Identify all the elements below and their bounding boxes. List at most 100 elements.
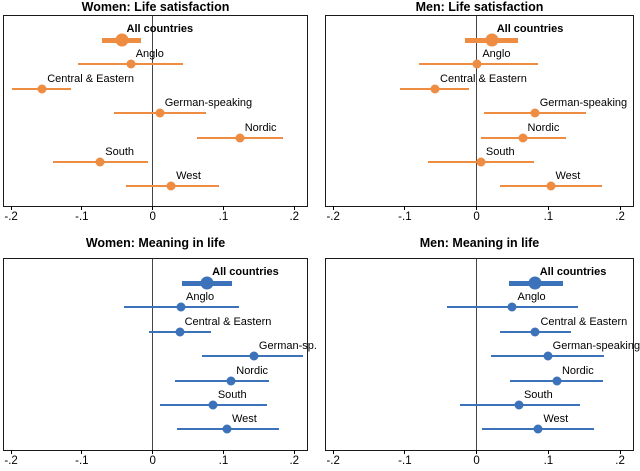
x-axis-tick-label: .1 [543, 455, 554, 467]
x-axis-tick [332, 450, 334, 454]
point-label: West [543, 413, 569, 426]
x-axis-tick [293, 450, 295, 454]
panel-women-meaning-in-life: -.2 -.1 0 .1 .2 All countries Anglo Central & E… [3, 258, 317, 467]
point-label: Central & Eastern [184, 315, 272, 328]
point-estimate-dot [530, 327, 540, 337]
zero-reference-line [151, 259, 154, 450]
x-axis-tick-label: -.2 [326, 211, 340, 223]
point-estimate-dot [430, 84, 440, 94]
point-label: Anglo [135, 48, 164, 61]
x-axis-tick-label: .2 [289, 211, 300, 223]
x-axis-tick [10, 206, 12, 210]
x-axis-tick [222, 206, 224, 210]
x-axis-tick [476, 450, 478, 454]
point-estimate-dot [485, 33, 499, 47]
point-estimate-dot [175, 327, 185, 337]
point-estimate-dot [166, 181, 176, 191]
x-axis-tick [404, 206, 406, 210]
point-estimate-dot [533, 424, 543, 434]
x-axis-tick-label: 0 [473, 455, 480, 467]
panel-men-meaning-in-life: -.2 -.1 0 .1 .2 All countries Anglo Central & E… [325, 258, 640, 467]
zero-reference-line [151, 16, 154, 206]
point-label: South [217, 389, 247, 401]
x-axis-tick-label: .1 [218, 455, 229, 467]
x-axis-tick [152, 206, 154, 210]
point-label: All countries [212, 266, 279, 278]
x-axis-tick [404, 450, 406, 454]
point-label: German-speaking [552, 340, 640, 353]
point-label: South [485, 146, 515, 158]
x-axis-tick [222, 450, 224, 454]
point-estimate-dot [235, 133, 245, 143]
x-axis-tick-label: .1 [543, 211, 554, 223]
point-label: Nordic [561, 364, 594, 377]
point-label: German-speaking [164, 97, 253, 110]
x-axis-tick-label: -.2 [4, 211, 18, 223]
point-label: German-sp. [258, 340, 317, 353]
point-estimate-dot [126, 59, 136, 69]
panel-title-women-life-satisfaction: Women: Life satisfaction [81, 0, 230, 14]
x-axis-tick [547, 206, 549, 210]
point-label: West [555, 170, 581, 183]
x-axis-tick [476, 206, 478, 210]
panel-men-life-satisfaction: -.2 -.1 0 .1 .2 All countries Anglo Central & E… [325, 15, 634, 223]
x-axis-tick-label: -.2 [4, 455, 18, 467]
point-label: All countries [126, 23, 194, 35]
x-axis-tick [81, 450, 83, 454]
point-estimate-dot [155, 108, 165, 118]
point-label: Nordic [236, 364, 269, 377]
point-estimate-dot [546, 181, 555, 191]
point-label: Nordic [527, 121, 560, 134]
x-axis-tick [619, 450, 621, 454]
point-estimate-dot [552, 376, 562, 386]
x-axis-tick-label: -.1 [398, 455, 412, 467]
x-axis-tick-label: .2 [289, 455, 300, 467]
point-estimate-dot [528, 276, 542, 290]
x-axis-tick-label: -.1 [75, 211, 89, 223]
point-estimate-dot [249, 351, 259, 361]
point-label: Nordic [244, 121, 277, 134]
point-label: Central & Eastern [440, 72, 527, 85]
x-axis-tick [293, 206, 295, 210]
point-label: Anglo [517, 291, 546, 304]
x-axis-tick-label: .2 [615, 455, 625, 467]
point-estimate-dot [115, 33, 129, 47]
point-estimate-dot [37, 84, 47, 94]
zero-reference-line [475, 16, 478, 206]
x-axis-tick-label: 0 [149, 455, 156, 467]
x-axis-tick-label: .2 [615, 211, 625, 223]
point-label: Central & Eastern [47, 72, 135, 85]
point-estimate-dot [518, 133, 528, 143]
point-estimate-dot [226, 376, 236, 386]
x-axis-tick-label: -.2 [326, 455, 340, 467]
x-axis-tick-label: 0 [473, 211, 480, 223]
point-label: Central & Eastern [540, 315, 628, 328]
point-label: South [523, 389, 553, 401]
point-estimate-dot [95, 157, 105, 167]
panel-title-women-meaning-in-life: Women: Meaning in life [85, 236, 226, 250]
x-axis-tick-label: -.1 [398, 211, 412, 223]
point-estimate-dot [507, 302, 517, 312]
x-axis-tick-label: 0 [149, 211, 156, 223]
confidence-interval-line [174, 379, 270, 382]
point-estimate-dot [472, 59, 482, 69]
point-label: Anglo [185, 291, 215, 304]
x-axis-tick [81, 206, 83, 210]
x-axis-tick [152, 450, 154, 454]
x-axis-tick [332, 206, 334, 210]
point-estimate-dot [200, 276, 214, 290]
point-label: West [176, 170, 201, 183]
point-estimate-dot [476, 157, 486, 167]
x-axis-tick [619, 206, 621, 210]
x-axis-tick-label: .1 [218, 211, 229, 223]
point-estimate-dot [222, 424, 232, 434]
point-estimate-dot [176, 302, 186, 312]
x-axis-tick-label: -.1 [75, 455, 89, 467]
point-estimate-dot [543, 351, 553, 361]
panel-title-men-meaning-in-life: Men: Meaning in life [419, 236, 540, 250]
zero-reference-line [475, 259, 478, 450]
x-axis-tick [10, 450, 12, 454]
panel-title-men-life-satisfaction: Men: Life satisfaction [415, 0, 544, 14]
point-estimate-dot [208, 400, 218, 410]
